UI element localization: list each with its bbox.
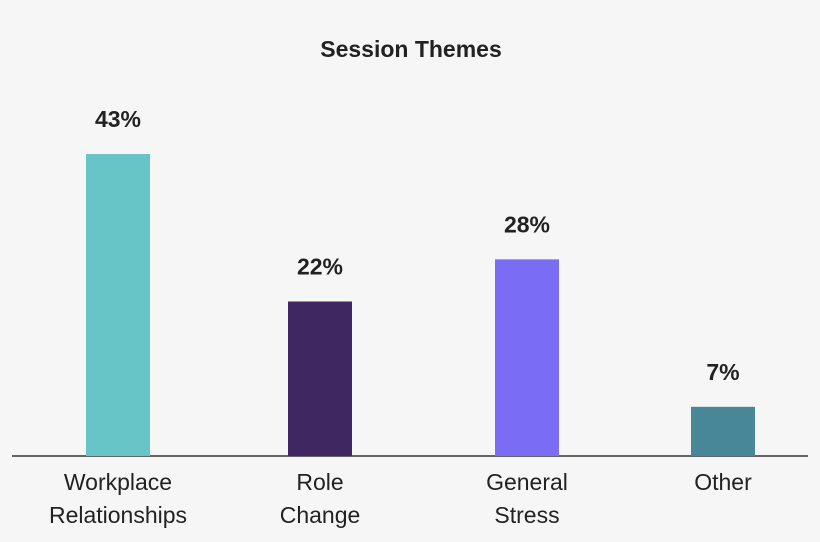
bar xyxy=(691,406,755,456)
bar xyxy=(288,301,352,456)
x-tick-label: Other xyxy=(694,469,752,495)
bar xyxy=(495,259,559,456)
chart-title: Session Themes xyxy=(320,36,502,62)
value-label: 43% xyxy=(95,106,141,132)
x-tick-label: Workplace Relationships xyxy=(48,469,188,528)
bar xyxy=(86,154,150,456)
value-label: 7% xyxy=(706,359,739,385)
x-tick-label: Role Change xyxy=(279,469,361,528)
value-label: 22% xyxy=(297,254,343,280)
x-tick-label: General Stress xyxy=(486,469,568,528)
value-label: 28% xyxy=(504,211,550,237)
